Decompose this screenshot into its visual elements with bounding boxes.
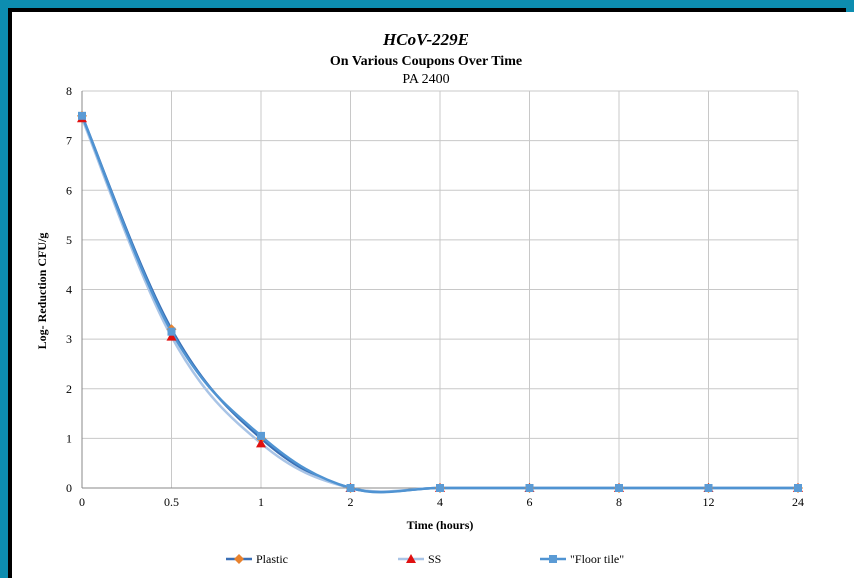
y-tick-label: 0 xyxy=(66,481,72,495)
plot-area xyxy=(77,110,803,494)
y-tick-label: 2 xyxy=(66,382,72,396)
legend-marker xyxy=(549,555,557,563)
legend-label: "Floor tile" xyxy=(570,552,624,566)
chart-title: HCoV-229E xyxy=(382,30,469,49)
y-tick-label: 8 xyxy=(66,84,72,98)
y-tick-label: 1 xyxy=(66,431,72,445)
x-tick-label: 2 xyxy=(348,495,354,509)
legend-label: Plastic xyxy=(256,552,288,566)
x-tick-label: 0.5 xyxy=(164,495,179,509)
data-point xyxy=(78,111,86,120)
data-point xyxy=(166,331,177,341)
x-axis-title: Time (hours) xyxy=(407,518,474,532)
data-point xyxy=(436,484,444,492)
legend-label: SS xyxy=(428,552,441,566)
x-tick-label: 4 xyxy=(437,495,443,509)
x-tick-label: 6 xyxy=(527,495,533,509)
y-tick-label: 7 xyxy=(66,134,72,148)
data-point xyxy=(257,431,265,440)
y-tick-label: 3 xyxy=(66,332,72,346)
data-point xyxy=(525,484,534,492)
y-tick-label: 6 xyxy=(66,183,72,197)
data-point xyxy=(167,327,176,336)
x-tick-label: 1 xyxy=(258,495,264,509)
x-tick-label: 8 xyxy=(616,495,622,509)
legend-marker xyxy=(234,554,244,564)
y-tick-label: 5 xyxy=(66,233,72,247)
data-point xyxy=(704,484,713,492)
legend: Plastic SS "Floor tile" xyxy=(226,552,624,566)
chart-subtitle: On Various Coupons Over Time xyxy=(330,54,522,69)
data-point xyxy=(615,484,623,492)
legend-marker xyxy=(406,554,416,563)
data-point xyxy=(346,484,355,492)
y-axis-title: Log- Reduction CFU/g xyxy=(35,233,49,350)
y-tick-label: 4 xyxy=(66,283,72,297)
data-point xyxy=(794,484,802,492)
x-tick-label: 0 xyxy=(79,495,85,509)
chart-subtitle-2: PA 2400 xyxy=(402,72,449,87)
data-point xyxy=(256,438,266,448)
x-tick-label: 12 xyxy=(703,495,715,509)
x-tick-label: 24 xyxy=(792,495,804,509)
